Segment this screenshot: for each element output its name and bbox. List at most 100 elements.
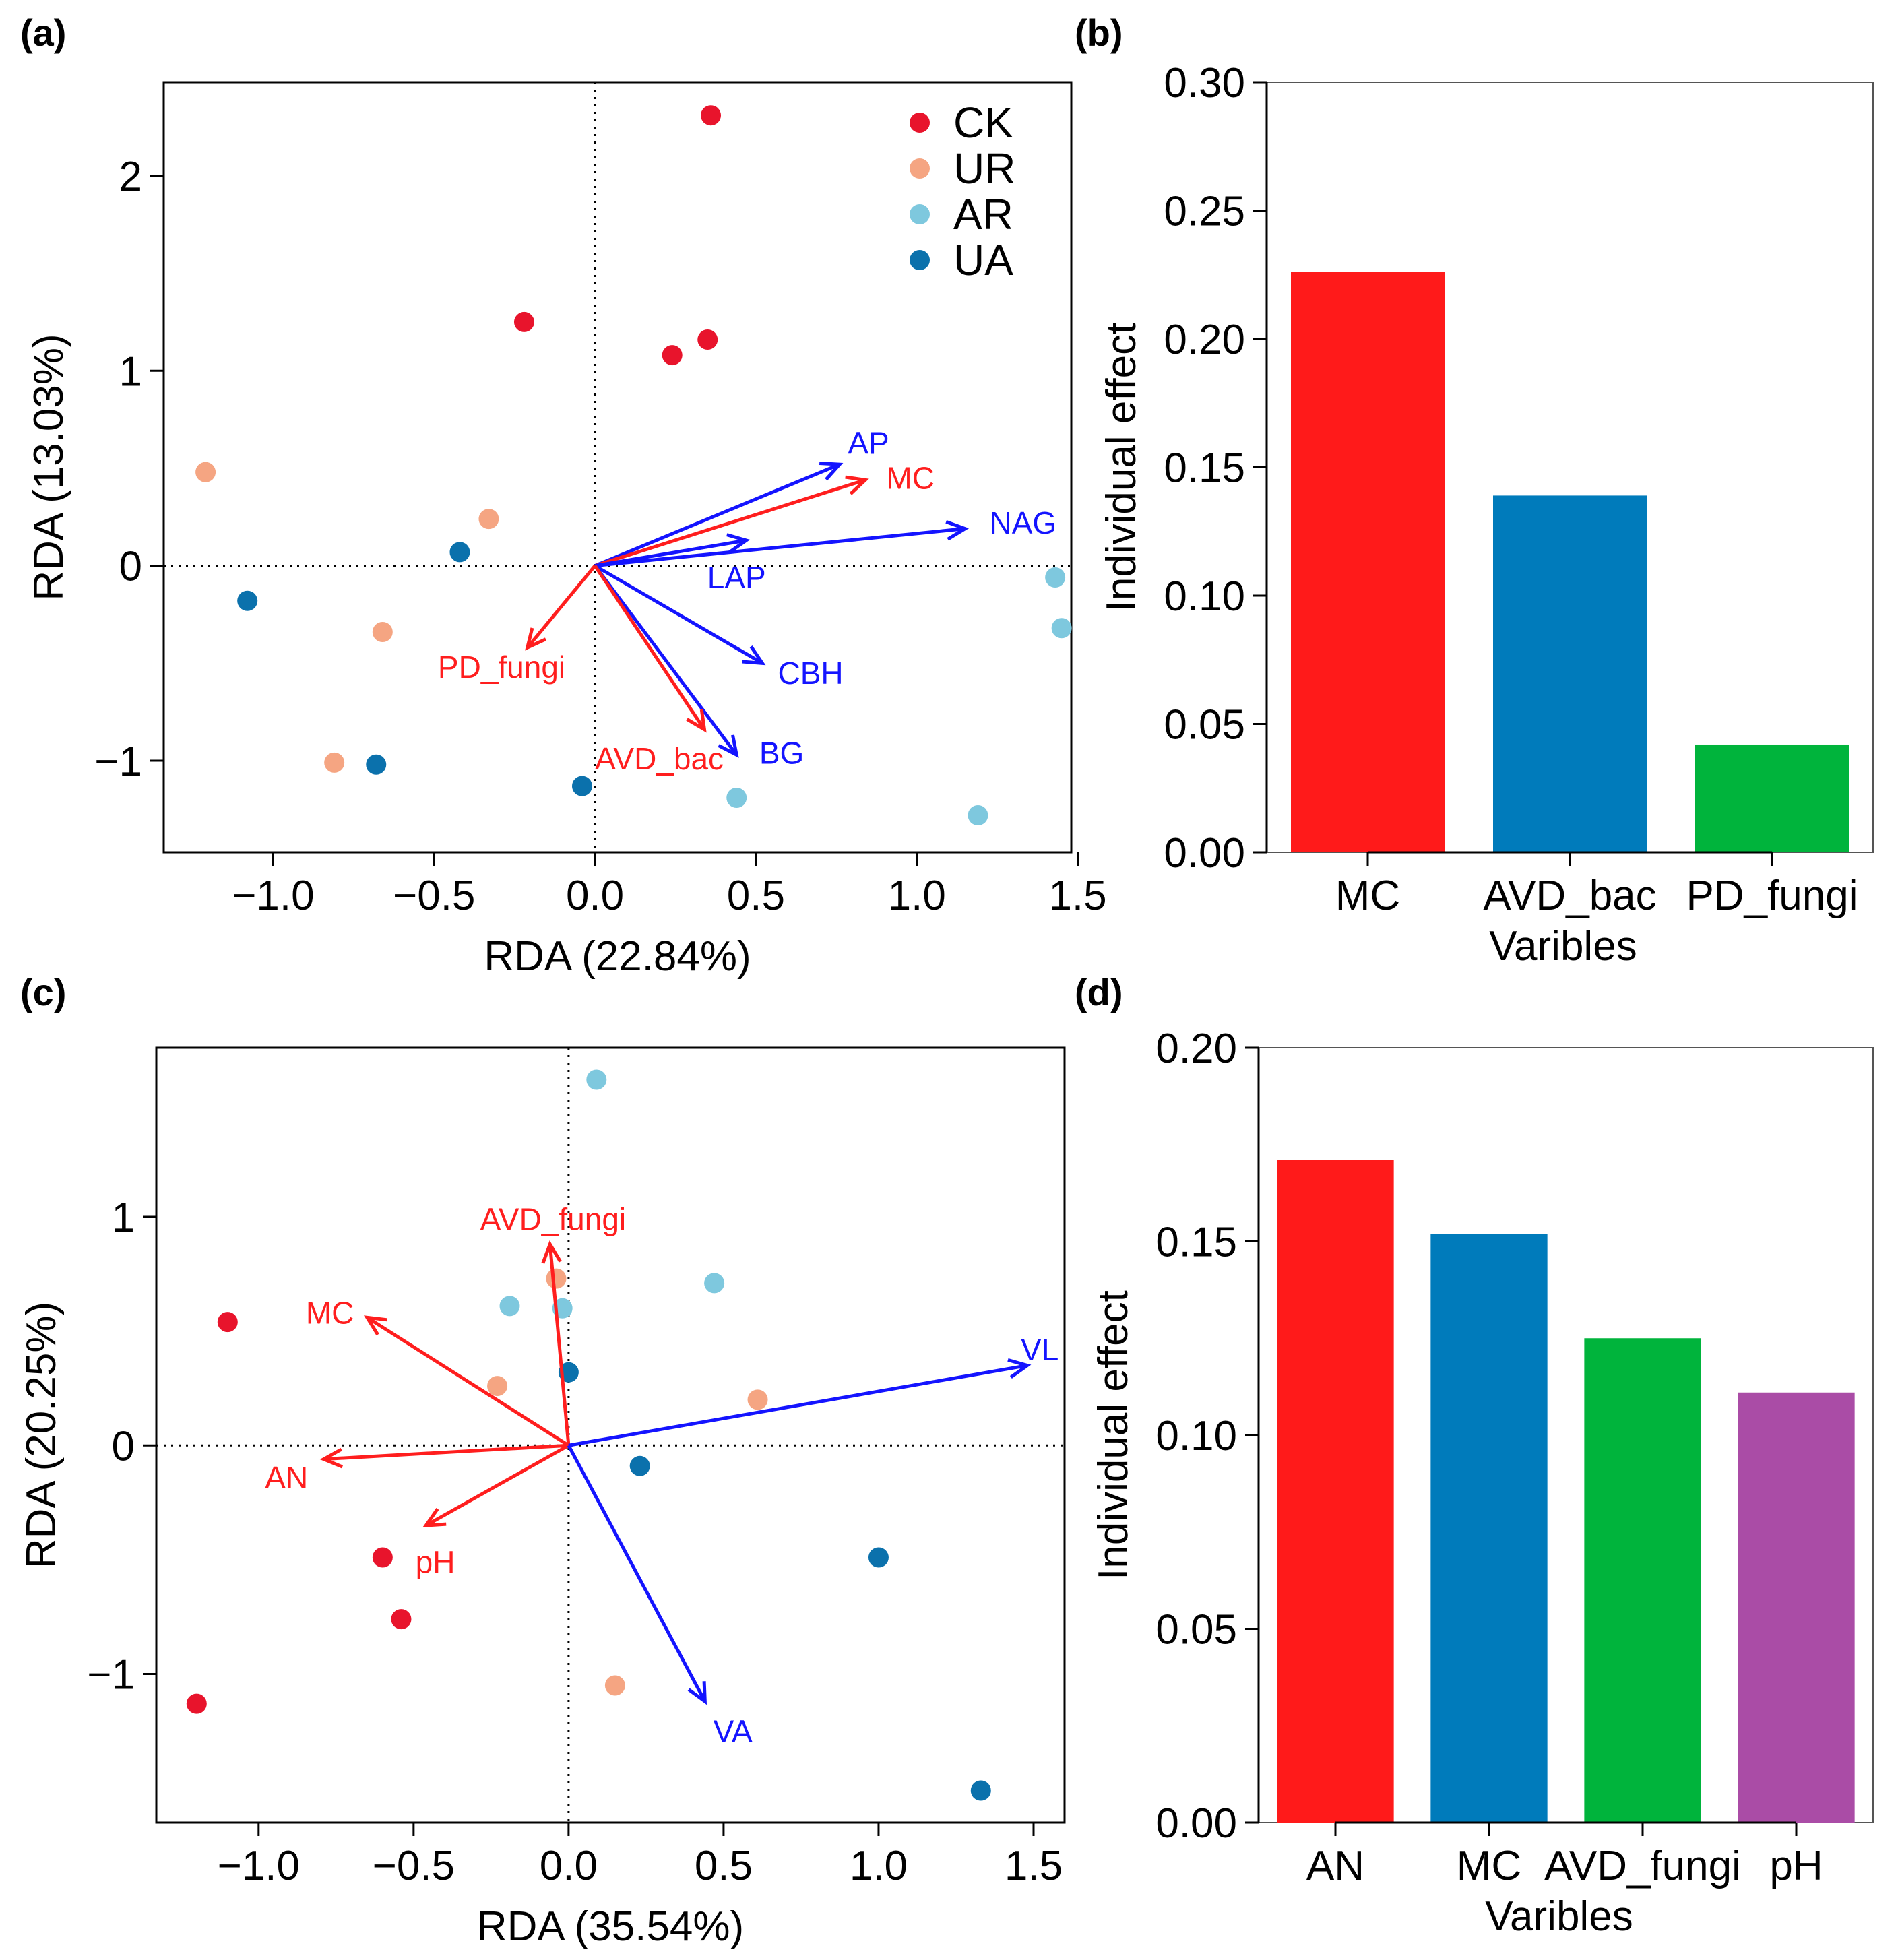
- y-tick-label: 0.05: [1156, 1607, 1237, 1653]
- data-point-UA: [449, 542, 470, 563]
- vector-arrow: [594, 462, 841, 567]
- vector-arrow: [568, 1364, 1028, 1447]
- vector-arrow: [594, 565, 738, 756]
- legend-label: UA: [953, 236, 1013, 284]
- y-tick-label: 0.10: [1156, 1413, 1237, 1459]
- bar-MC: [1430, 1234, 1548, 1823]
- y-tick-label: 1: [119, 348, 142, 395]
- y-axis-title: RDA (13.03%): [26, 334, 72, 600]
- data-point-AR: [1051, 618, 1072, 639]
- x-tick-label: MC: [1335, 873, 1400, 919]
- x-tick-label: pH: [1769, 1843, 1823, 1889]
- legend-marker-UR: [910, 158, 930, 179]
- bar-AVD_fungi: [1584, 1338, 1701, 1823]
- vector-label: PD_fungi: [438, 650, 565, 685]
- panel-d-bar-chart: (d) 0.00 0.05 0.10 0.15 0.20 AN MC AVD_fungi pH Va…: [1075, 971, 1874, 1940]
- data-point-CK: [186, 1693, 207, 1714]
- y-tick-label: 0.15: [1156, 1220, 1237, 1266]
- data-point-AR: [1045, 567, 1066, 588]
- bar-AN: [1277, 1160, 1394, 1823]
- vector-arrowhead: [726, 533, 751, 554]
- vector-arrow: [594, 478, 866, 568]
- x-axis-title: RDA (35.54%): [477, 1903, 744, 1950]
- y-tick-label: 0.05: [1164, 702, 1245, 749]
- data-point-UA: [237, 590, 258, 611]
- y-tick-label: 0: [112, 1423, 135, 1469]
- x-axis-title: Varibles: [1485, 1893, 1633, 1940]
- data-point-UR: [195, 462, 216, 482]
- panel-c-rda-plot: (c) −1.0 −0.5 0.0 0.5 1.0 1.5 −1 0 1 RDA (35.54%) R…: [18, 971, 1066, 1950]
- bar-MC: [1291, 272, 1445, 852]
- vector-arrowhead: [525, 627, 547, 651]
- vector-arrowhead: [422, 1507, 447, 1527]
- vector-label: NAG: [990, 505, 1057, 540]
- panel-label: (a): [20, 11, 66, 54]
- bar-PD_fungi: [1695, 744, 1849, 852]
- vector-label: MC: [306, 1296, 354, 1331]
- vector-label: CBH: [778, 656, 844, 691]
- bar-AVD_bac: [1493, 495, 1647, 852]
- legend-label: CK: [953, 98, 1013, 147]
- vector-label: VL: [1021, 1332, 1058, 1367]
- vector-arrowhead: [541, 1240, 562, 1264]
- data-point-UR: [604, 1675, 625, 1696]
- panel-b-bar-chart: (b) 0.00 0.05 0.10 0.15 0.20 0.25 0.30 MC AVD_bac…: [1075, 11, 1874, 970]
- vector-arrowhead: [363, 1315, 387, 1336]
- y-tick-label: 0.00: [1156, 1800, 1237, 1847]
- vector-label: BG: [759, 735, 804, 770]
- x-tick-label: −1.0: [232, 873, 314, 919]
- data-point-UR: [478, 509, 499, 530]
- y-tick-label: 0.20: [1164, 317, 1245, 363]
- vector-label: AVD_fungi: [480, 1201, 627, 1236]
- bar-pH: [1738, 1392, 1855, 1823]
- panel-a-rda-plot: (a) −1.0 −0.5 0.0 0.5 1.0 1.5 −1 0 1 2 RDA (22.84%)…: [20, 11, 1107, 980]
- data-point-UA: [366, 754, 387, 775]
- data-point-CK: [662, 345, 683, 366]
- x-tick-label: AVD_fungi: [1544, 1843, 1741, 1889]
- vector-label: LAP: [707, 560, 766, 595]
- vector-arrowhead: [687, 1681, 707, 1705]
- data-point-UA: [970, 1780, 991, 1801]
- data-point-CK: [697, 329, 718, 350]
- x-tick-label: 0.0: [566, 873, 624, 919]
- vector-arrow: [366, 1316, 570, 1447]
- data-point-UR: [487, 1376, 508, 1397]
- x-axis-title: Varibles: [1489, 923, 1637, 970]
- x-axis-title: RDA (22.84%): [484, 933, 751, 980]
- x-tick-label: MC: [1457, 1843, 1521, 1889]
- y-axis-title: Individual effect: [1090, 1290, 1137, 1580]
- y-tick-label: 0.15: [1164, 445, 1245, 492]
- y-axis-title: RDA (20.25%): [18, 1302, 65, 1569]
- plot-frame: [162, 81, 1073, 854]
- legend-marker-AR: [910, 204, 930, 224]
- vector-arrowhead: [319, 1447, 344, 1469]
- vector-arrow: [594, 564, 763, 665]
- vector-arrow: [594, 538, 747, 568]
- data-point-UA: [629, 1455, 650, 1476]
- data-point-UR: [546, 1268, 567, 1289]
- vector-arrowhead: [718, 734, 739, 758]
- panel-label: (d): [1075, 971, 1123, 1013]
- y-tick-label: 0.20: [1156, 1025, 1237, 1072]
- x-tick-label: PD_fungi: [1686, 873, 1858, 919]
- panel-label: (c): [20, 971, 66, 1013]
- y-tick-label: 0: [119, 544, 142, 590]
- legend-label: AR: [953, 190, 1013, 239]
- vector-label: AN: [265, 1460, 308, 1495]
- vector-arrow: [594, 527, 966, 568]
- data-point-AR: [704, 1273, 725, 1294]
- vector-arrow: [548, 1244, 571, 1446]
- vector-arrow: [425, 1444, 570, 1527]
- data-point-CK: [217, 1312, 238, 1333]
- vector-label: AP: [848, 425, 889, 460]
- vector-arrow: [323, 1443, 569, 1461]
- y-axis-title: Individual effect: [1098, 323, 1145, 612]
- y-tick-label: 0.25: [1164, 189, 1245, 235]
- data-point-AR: [726, 787, 747, 808]
- y-tick-label: −1: [87, 1651, 135, 1698]
- legend-label: UR: [953, 144, 1015, 193]
- y-tick-label: −1: [94, 738, 142, 785]
- y-tick-label: 1: [112, 1195, 135, 1241]
- legend-marker-UA: [910, 250, 930, 270]
